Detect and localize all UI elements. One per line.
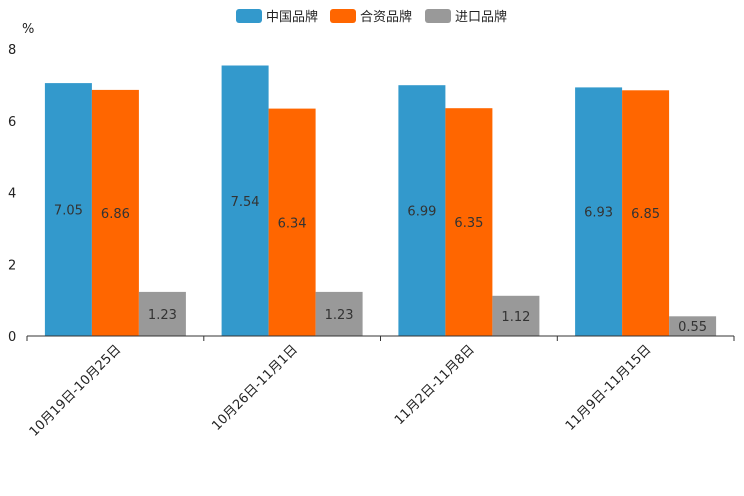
data-label-series0-cat0: 7.05 — [54, 204, 83, 219]
bar-series0-cat1 — [221, 65, 269, 336]
x-category-label-2: 11月2日-11月8日 — [392, 342, 478, 428]
y-tick-label-3: 6 — [8, 115, 16, 130]
data-label-series1-cat3: 6.85 — [631, 207, 660, 222]
legend-swatch-0 — [236, 9, 262, 23]
bar-series1-cat0 — [91, 89, 139, 337]
y-tick-label-2: 4 — [8, 187, 16, 202]
data-label-series0-cat2: 6.99 — [407, 205, 436, 220]
bar-series1-cat2 — [445, 108, 493, 336]
y-tick-label-1: 2 — [8, 258, 16, 273]
data-label-series1-cat2: 6.35 — [454, 216, 483, 231]
bars — [44, 65, 717, 337]
data-label-series2-cat0: 1.23 — [148, 308, 177, 323]
bar-series0-cat2 — [398, 85, 446, 336]
legend-label-1: 合资品牌 — [360, 9, 412, 25]
data-label-series2-cat1: 1.23 — [325, 308, 354, 323]
data-label-series1-cat0: 6.86 — [101, 207, 130, 222]
y-axis-unit-label: % — [22, 22, 34, 37]
x-category-label-1: 10月26日-11月1日 — [209, 342, 301, 434]
x-category-label-0: 10月19日-10月25日 — [27, 342, 124, 439]
x-category-label-3: 11月9日-11月15日 — [563, 342, 655, 434]
y-tick-label-0: 0 — [8, 330, 16, 345]
bar-series2-cat3 — [669, 316, 717, 336]
data-label-series2-cat2: 1.12 — [501, 310, 530, 325]
legend: 中国品牌 合资品牌 进口品牌 — [236, 9, 507, 25]
bar-series1-cat3 — [622, 90, 670, 336]
legend-swatch-1 — [330, 9, 356, 23]
data-label-series1-cat1: 6.34 — [278, 216, 307, 231]
legend-swatch-2 — [425, 9, 451, 23]
x-axis-ticks: 10月19日-10月25日 10月26日-11月1日 11月2日-11月8日 11月9… — [26, 336, 735, 440]
data-label-series0-cat1: 7.54 — [231, 195, 260, 210]
bar-series2-cat0 — [138, 291, 186, 336]
legend-label-2: 进口品牌 — [455, 9, 507, 25]
data-label-series2-cat3: 0.55 — [678, 320, 707, 335]
bar-series0-cat0 — [44, 83, 92, 336]
bar-series2-cat2 — [492, 295, 540, 336]
legend-label-0: 中国品牌 — [266, 9, 318, 25]
bar-series0-cat3 — [575, 87, 623, 337]
bar-series2-cat1 — [315, 291, 363, 336]
y-axis-ticks: 0 2 4 6 8 — [8, 43, 16, 345]
data-label-series0-cat3: 6.93 — [584, 206, 613, 221]
bar-series1-cat1 — [268, 108, 316, 336]
data-labels: 7.05 6.86 1.23 7.54 6.34 1.23 6.99 6.35 1.12 6.93… — [54, 195, 707, 335]
y-tick-label-4: 8 — [8, 43, 16, 58]
